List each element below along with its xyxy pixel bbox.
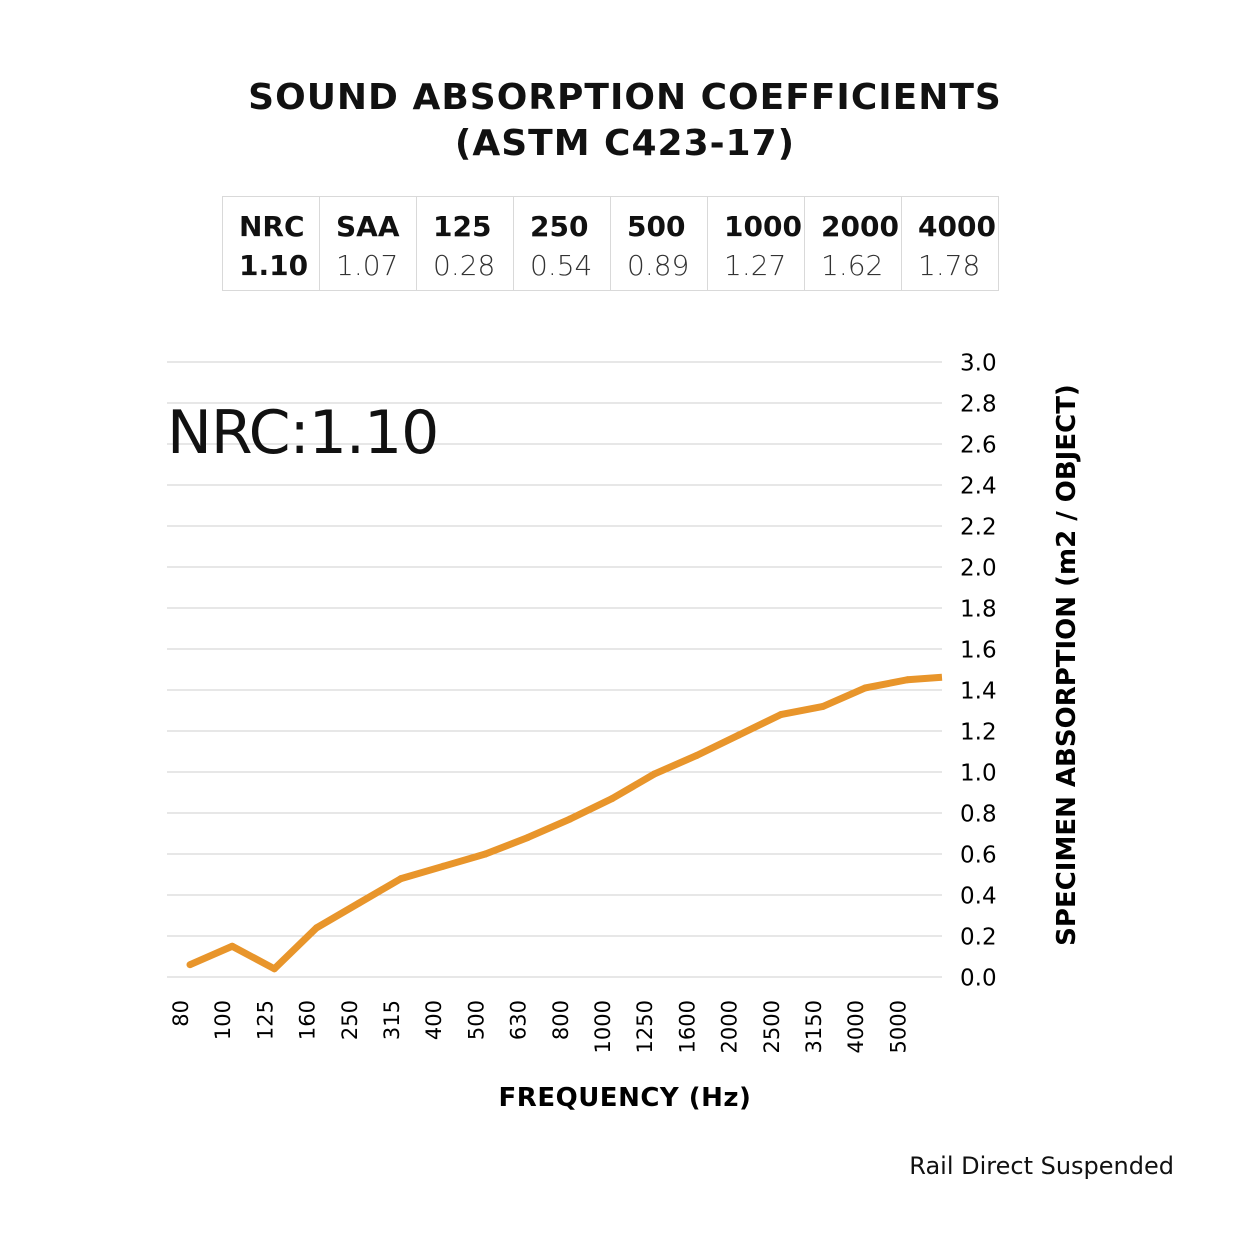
y-tick-label: 2.6 (960, 433, 997, 459)
x-tick-label: 80 (169, 1000, 193, 1027)
data-point (692, 752, 700, 760)
header-cell-125: 125 (416, 196, 514, 249)
x-tick-label: 500 (464, 1000, 488, 1040)
nrc-annotation: NRC:1.10 (167, 398, 439, 468)
y-tick-label: 1.8 (960, 597, 997, 623)
data-point (735, 731, 743, 739)
y-tick-label: 0.6 (960, 843, 997, 869)
grid-lines (167, 361, 942, 978)
y-tick-label: 1.4 (960, 679, 997, 705)
y-tick-label: 0.8 (960, 802, 997, 828)
x-axis-label: FREQUENCY (Hz) (499, 1083, 752, 1113)
data-point (566, 815, 574, 823)
header-cell-1000: 1000 (707, 196, 805, 249)
data-point (313, 924, 321, 932)
coefficient-value-row: 1.10 1.07 0.28 0.54 0.89 1.27 1.62 1.78 (222, 248, 999, 291)
y-axis-label: SPECIMEN ABSORPTION (m2 / OBJECT) (1052, 384, 1082, 946)
x-tick-label: 1250 (633, 1000, 657, 1053)
value-cell-1000: 1.27 (707, 248, 805, 291)
x-tick-label: 315 (380, 1000, 404, 1040)
x-tick-label: 2500 (760, 1000, 784, 1053)
data-point (861, 684, 869, 692)
y-tick-label: 2.8 (960, 392, 997, 418)
x-tick-label: 4000 (844, 1000, 868, 1053)
mounting-caption: Rail Direct Suspended (909, 1152, 1174, 1180)
data-point (439, 862, 447, 870)
header-cell-nrc: NRC (222, 196, 320, 249)
data-point (397, 875, 405, 883)
value-cell-250: 0.54 (513, 248, 611, 291)
x-tick-label: 5000 (886, 1000, 910, 1053)
absorption-series-line (188, 673, 943, 973)
data-point (228, 942, 236, 950)
data-point (608, 795, 616, 803)
x-tick-label: 1000 (591, 1000, 615, 1053)
value-cell-nrc: 1.10 (222, 248, 320, 291)
chart-title-line2: (ASTM C423-17) (454, 123, 796, 164)
y-tick-label: 3.0 (960, 351, 997, 377)
data-point (903, 676, 911, 684)
y-tick-label: 2.0 (960, 556, 997, 582)
value-cell-500: 0.89 (610, 248, 708, 291)
data-point (481, 850, 489, 858)
coefficient-table: NRC SAA 125 250 500 1000 2000 4000 1.10 … (222, 196, 999, 291)
y-tick-label: 0.2 (960, 925, 997, 951)
data-point (524, 834, 532, 842)
data-point (186, 961, 194, 969)
value-cell-saa: 1.07 (319, 248, 417, 291)
x-tick-label: 250 (338, 1000, 362, 1040)
x-tick-label: 3150 (802, 1000, 826, 1053)
header-cell-250: 250 (513, 196, 611, 249)
y-tick-label: 2.2 (960, 515, 997, 541)
value-cell-125: 0.28 (416, 248, 514, 291)
coefficient-header-row: NRC SAA 125 250 500 1000 2000 4000 (222, 196, 999, 249)
x-tick-label: 2000 (718, 1000, 742, 1053)
y-tick-label: 1.2 (960, 720, 997, 746)
y-tick-label: 2.4 (960, 474, 997, 500)
value-cell-2000: 1.62 (804, 248, 902, 291)
x-tick-label: 100 (211, 1000, 235, 1040)
x-tick-label: 800 (549, 1000, 573, 1040)
value-cell-4000: 1.78 (901, 248, 999, 291)
x-tick-label: 1600 (675, 1000, 699, 1053)
x-axis-ticks: 80 100 125 160 250 315 400 500 630 800 1000 1250 160… (169, 1000, 910, 1053)
x-tick-label: 630 (507, 1000, 531, 1040)
data-point (777, 711, 785, 719)
y-tick-label: 0.4 (960, 884, 997, 910)
header-cell-4000: 4000 (901, 196, 999, 249)
x-tick-label: 125 (253, 1000, 277, 1040)
data-point (270, 965, 278, 973)
header-cell-2000: 2000 (804, 196, 902, 249)
header-cell-500: 500 (610, 196, 708, 249)
y-axis-ticks: 0.0 0.2 0.4 0.6 0.8 1.0 1.2 1.4 1.6 1.8 2.0 2.2 2.4 2… (960, 351, 997, 992)
x-tick-label: 160 (296, 1000, 320, 1040)
data-point (819, 702, 827, 710)
series-points (186, 676, 911, 973)
x-tick-label: 400 (422, 1000, 446, 1040)
y-tick-label: 1.6 (960, 638, 997, 664)
data-point (355, 899, 363, 907)
chart-title-line1: SOUND ABSORPTION COEFFICIENTS (248, 77, 1002, 118)
data-point (650, 770, 658, 778)
y-tick-label: 0.0 (960, 966, 997, 992)
y-tick-label: 1.0 (960, 761, 997, 787)
